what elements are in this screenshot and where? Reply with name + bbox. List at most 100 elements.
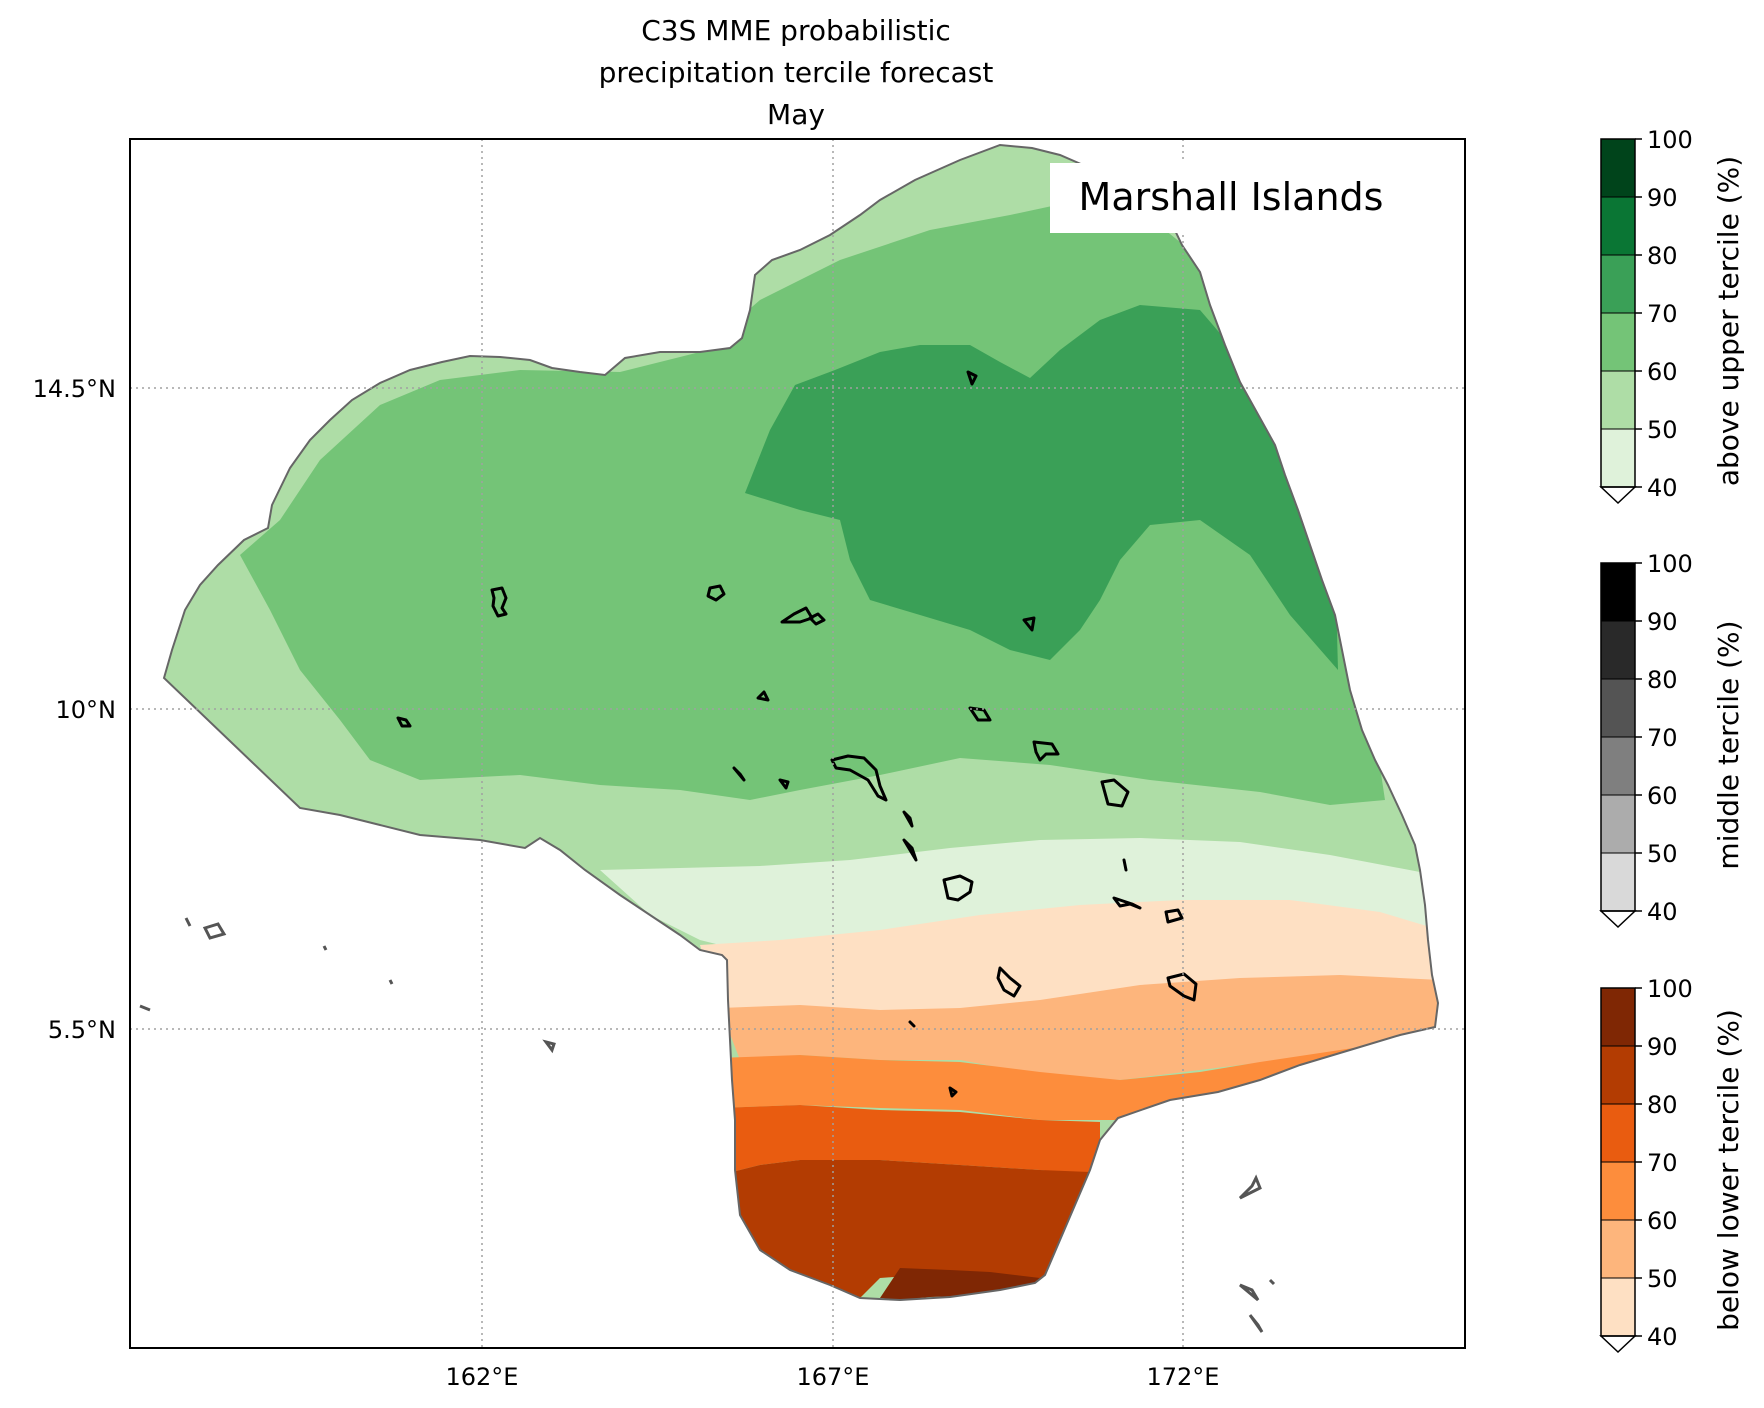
atoll-lae xyxy=(756,690,770,702)
colorbar-2-segment xyxy=(1600,562,1636,622)
colorbar-2-tick-label: 80 xyxy=(1647,666,1678,694)
colorbar-2: 40 50 60 70 80 90 100 middle tercile (%) xyxy=(1599,550,1745,929)
colorbar-2-tick-label: 50 xyxy=(1647,840,1678,868)
atoll-wotho xyxy=(732,766,746,782)
colorbar-3-tick-label: 80 xyxy=(1647,1091,1678,1119)
atoll-ujelang xyxy=(396,716,412,728)
atoll-kwajalein xyxy=(830,754,888,802)
title-line-3: May xyxy=(767,98,825,131)
colorbar-3-tick-label: 100 xyxy=(1647,975,1693,1003)
colorbar-1-tick-label: 100 xyxy=(1647,126,1693,154)
title-line-2: precipitation tercile forecast xyxy=(599,56,994,89)
island-pingelap xyxy=(388,979,394,985)
region-label: Marshall Islands xyxy=(1050,163,1412,233)
colorbar-1-tick-label: 70 xyxy=(1647,300,1678,328)
band-above-70-80 xyxy=(745,305,1338,670)
lat-tick-5-5: 5.5°N xyxy=(48,1016,116,1044)
island-kosrae xyxy=(542,1039,556,1054)
atoll-jaluit xyxy=(996,966,1022,998)
atoll-maloelap xyxy=(1100,778,1130,808)
colorbar-1-segment xyxy=(1600,138,1636,198)
colorbar-3-segment xyxy=(1600,1103,1636,1163)
atoll-ebon xyxy=(948,1086,958,1098)
colorbar-1-segment xyxy=(1600,196,1636,256)
island-kiribati-marakei xyxy=(1248,1314,1264,1333)
colorbar-2-extend-arrow xyxy=(1599,910,1637,929)
atoll-bokak xyxy=(966,370,978,386)
colorbar-3: 40 50 60 70 80 90 100 below lower tercile (%) xyxy=(1599,975,1745,1354)
band-below-60-70 xyxy=(720,1035,1438,1150)
colorbar-3-segment xyxy=(1600,987,1636,1047)
colorbar-3-tick-label: 90 xyxy=(1647,1033,1678,1061)
colorbar-3-extend-arrow xyxy=(1599,1335,1637,1354)
colorbar-2-segment xyxy=(1600,678,1636,738)
atoll-lib xyxy=(902,810,914,828)
region-label-text: Marshall Islands xyxy=(1079,175,1384,219)
colorbar-1-tick-label: 40 xyxy=(1647,474,1678,502)
colorbar-1-segment xyxy=(1600,254,1636,314)
colorbar-3-tick-label: 40 xyxy=(1647,1323,1678,1351)
colorbar-1-tick-label: 80 xyxy=(1647,242,1678,270)
island-kiribati-abaiang xyxy=(1268,1278,1276,1286)
atoll-aur xyxy=(1122,858,1128,872)
colorbar-1-segment xyxy=(1600,428,1636,488)
colorbar-1-label: above upper tercile (%) xyxy=(1712,156,1745,486)
colorbar-1-tick-label: 90 xyxy=(1647,184,1678,212)
chart-title: C3S MME probabilistic precipitation terc… xyxy=(599,14,994,131)
colorbar-1-extend-arrow xyxy=(1599,486,1637,505)
atoll-wotje xyxy=(1032,740,1060,762)
colorbar-2-tick-label: 90 xyxy=(1647,608,1678,636)
band-below-50-60 xyxy=(720,975,1438,1080)
region-label-box xyxy=(1050,163,1412,233)
atoll-mili xyxy=(1166,972,1198,1002)
colorbar-3-tick-label: 60 xyxy=(1647,1207,1678,1235)
colorbar-3-label: below lower tercile (%) xyxy=(1712,1009,1745,1331)
colorbar-1-tick-label: 50 xyxy=(1647,416,1678,444)
colorbar-2-segment xyxy=(1600,620,1636,680)
colorbar-2-segment xyxy=(1600,794,1636,854)
gridlines xyxy=(130,139,1465,1348)
atoll-ailuk xyxy=(1022,616,1036,632)
band-below-80-90 xyxy=(720,1160,1090,1298)
title-line-1: C3S MME probabilistic xyxy=(641,14,951,47)
island-pohnpei xyxy=(202,922,227,940)
colorbar-1-segment xyxy=(1600,370,1636,430)
atoll-rongerik xyxy=(808,612,826,626)
atoll-ailinglaplap xyxy=(942,874,974,902)
colorbar-2-label: middle tercile (%) xyxy=(1712,620,1745,869)
island-kiribati-makin xyxy=(1238,1174,1262,1200)
colorbar-2-tick-label: 100 xyxy=(1647,550,1693,578)
atoll-majuro xyxy=(1112,896,1142,910)
island-nauru-west xyxy=(139,1004,151,1012)
colorbar-2-segment xyxy=(1600,736,1636,796)
colorbar-3-segment xyxy=(1600,1219,1636,1279)
atoll-namorik xyxy=(908,1020,916,1028)
atoll-namu xyxy=(902,838,918,862)
lon-tick-162: 162°E xyxy=(446,1363,519,1391)
colorbar-1-tick-label: 60 xyxy=(1647,358,1678,386)
lon-tick-labels: 162°E 167°E 172°E xyxy=(446,1363,1220,1391)
lon-tick-172: 172°E xyxy=(1147,1363,1220,1391)
lat-tick-14-5: 14.5°N xyxy=(33,375,116,403)
atoll-arno xyxy=(1164,908,1184,924)
colorbar-3-segment xyxy=(1600,1161,1636,1221)
colorbar-3-tick-label: 50 xyxy=(1647,1265,1678,1293)
colorbar-3-segment xyxy=(1600,1045,1636,1105)
map-frame xyxy=(129,138,1466,1349)
atoll-ujae xyxy=(778,778,790,790)
colorbar-2-segment xyxy=(1600,852,1636,912)
island-ant xyxy=(184,917,192,927)
island-mokil xyxy=(322,945,328,951)
outer-islands xyxy=(139,917,1276,1333)
island-kiribati-butaritari xyxy=(1239,1283,1260,1302)
lat-tick-labels: 14.5°N 10°N 5.5°N xyxy=(33,375,116,1044)
band-below-70-80 xyxy=(720,1105,1100,1175)
colorbar-3-segment xyxy=(1600,1277,1636,1337)
atoll-enewetak xyxy=(490,586,508,618)
colorbar-1-segment xyxy=(1600,312,1636,372)
colorbar-2-tick-label: 40 xyxy=(1647,898,1678,926)
colorbar-3-tick-label: 70 xyxy=(1647,1149,1678,1177)
colorbar-1: 40 50 60 70 80 90 100 above upper tercile (%) xyxy=(1599,126,1745,505)
colorbar-2-tick-label: 60 xyxy=(1647,782,1678,810)
